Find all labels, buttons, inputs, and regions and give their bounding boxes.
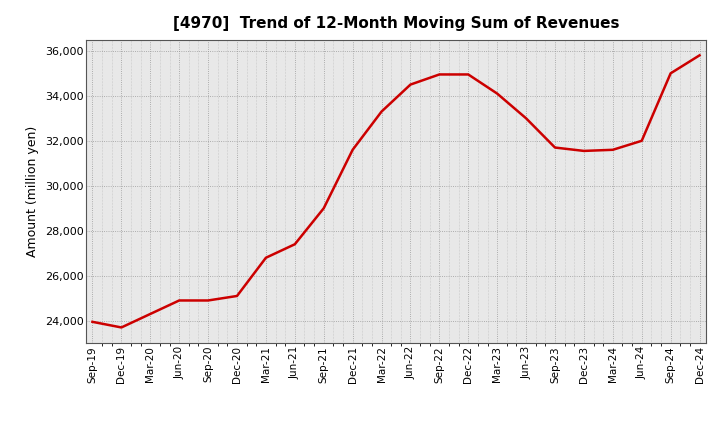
Title: [4970]  Trend of 12-Month Moving Sum of Revenues: [4970] Trend of 12-Month Moving Sum of R…	[173, 16, 619, 32]
Y-axis label: Amount (million yen): Amount (million yen)	[27, 126, 40, 257]
